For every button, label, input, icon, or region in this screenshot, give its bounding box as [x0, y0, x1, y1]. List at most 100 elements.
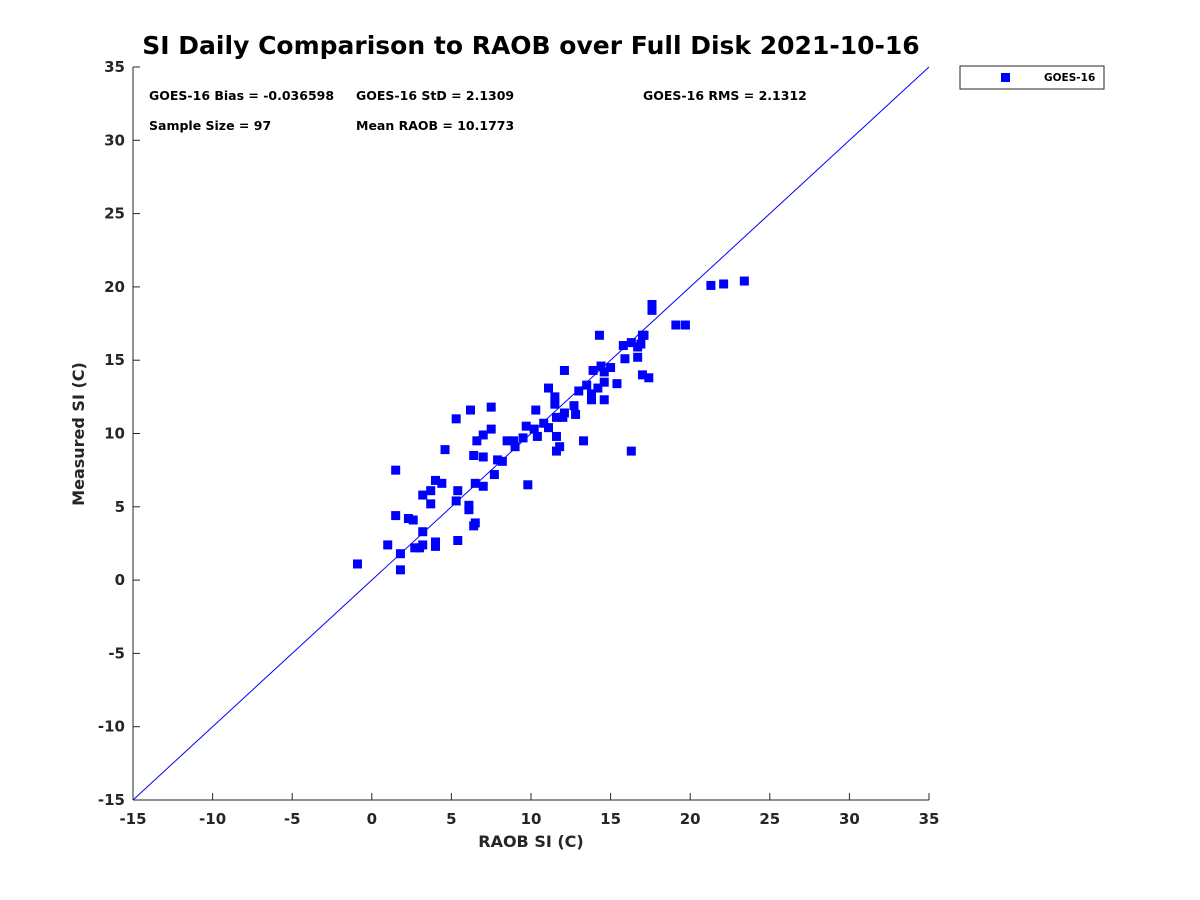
chart-title: SI Daily Comparison to RAOB over Full Di… — [142, 31, 919, 60]
y-tick-label: 35 — [104, 58, 125, 76]
data-point — [559, 365, 569, 375]
data-point — [637, 370, 647, 380]
data-point — [612, 379, 622, 389]
y-tick-label: 5 — [115, 498, 125, 516]
data-point — [472, 436, 482, 446]
data-point — [620, 354, 630, 364]
data-point — [508, 436, 518, 446]
data-point — [532, 431, 542, 441]
data-point — [594, 330, 604, 340]
data-point — [489, 470, 499, 480]
data-point — [497, 456, 507, 466]
data-point — [391, 465, 401, 475]
y-tick-label: 25 — [104, 205, 125, 223]
data-point — [403, 514, 413, 524]
data-point — [531, 405, 541, 415]
stat-rms: GOES-16 RMS = 2.1312 — [643, 88, 807, 103]
data-point — [352, 559, 362, 569]
x-tick-label: 35 — [919, 810, 940, 828]
data-point — [521, 421, 531, 431]
y-tick-label: 10 — [104, 425, 125, 443]
data-point — [680, 320, 690, 330]
data-point — [636, 339, 646, 349]
data-point — [626, 338, 636, 348]
data-point — [559, 408, 569, 418]
x-tick-label: 0 — [367, 810, 377, 828]
x-tick-label: 25 — [759, 810, 780, 828]
data-point — [451, 414, 461, 424]
data-point — [478, 452, 488, 462]
data-point — [639, 330, 649, 340]
data-point — [391, 511, 401, 521]
data-point — [410, 543, 420, 553]
y-tick-label: 0 — [115, 571, 125, 589]
data-point — [550, 392, 560, 402]
y-tick-label: -15 — [98, 791, 125, 809]
data-point — [647, 305, 657, 315]
stat-std: GOES-16 StD = 2.1309 — [356, 88, 514, 103]
data-point — [574, 386, 584, 396]
data-point — [418, 490, 428, 500]
y-tick-label: 30 — [104, 131, 125, 149]
stat-mean-raob: Mean RAOB = 10.1773 — [356, 118, 514, 133]
data-point — [644, 373, 654, 383]
data-point — [478, 481, 488, 491]
data-point — [551, 412, 561, 422]
data-point — [599, 377, 609, 387]
data-point — [544, 383, 554, 393]
x-tick-label: 15 — [600, 810, 621, 828]
data-point — [469, 450, 479, 460]
data-point — [529, 424, 539, 434]
data-point — [430, 475, 440, 485]
data-point — [550, 399, 560, 409]
data-point — [555, 442, 565, 452]
data-point — [418, 527, 428, 537]
data-point — [408, 515, 418, 525]
data-point — [470, 518, 480, 528]
data-point — [523, 480, 533, 490]
data-point — [466, 405, 476, 415]
legend: GOES-16 — [959, 65, 1105, 90]
x-tick-label: -15 — [119, 810, 146, 828]
data-point — [586, 395, 596, 405]
y-tick-label: 15 — [104, 351, 125, 369]
x-tick-label: 10 — [521, 810, 542, 828]
data-point — [599, 395, 609, 405]
data-point — [383, 540, 393, 550]
data-point — [647, 299, 657, 309]
data-point — [588, 365, 598, 375]
data-point — [579, 436, 589, 446]
data-point — [706, 280, 716, 290]
data-point — [502, 436, 512, 446]
x-tick-label: 20 — [680, 810, 701, 828]
data-point — [599, 367, 609, 377]
data-point — [551, 431, 561, 441]
data-point — [430, 541, 440, 551]
y-axis-label: Measured SI (C) — [69, 362, 88, 506]
legend-box — [959, 65, 1105, 90]
legend-marker — [1001, 73, 1010, 82]
data-point — [437, 478, 447, 488]
data-point — [586, 389, 596, 399]
data-point — [539, 418, 549, 428]
x-tick-label: -10 — [199, 810, 226, 828]
stat-bias: GOES-16 Bias = -0.036598 — [149, 88, 334, 103]
data-point — [464, 505, 474, 515]
data-point — [493, 455, 503, 465]
data-point — [626, 446, 636, 456]
data-point — [633, 352, 643, 362]
y-tick-label: -10 — [98, 718, 125, 736]
x-axis-label: RAOB SI (C) — [478, 832, 583, 851]
data-point — [510, 442, 520, 452]
data-point — [582, 380, 592, 390]
data-point — [544, 423, 554, 433]
x-axis-ticks: -15 -10 -5 0 5 10 15 20 25 30 35 — [119, 793, 939, 828]
data-point — [440, 445, 450, 455]
x-tick-label: -5 — [284, 810, 301, 828]
data-point — [739, 276, 749, 286]
data-point — [571, 409, 581, 419]
data-point — [569, 401, 579, 411]
data-point — [486, 424, 496, 434]
y-tick-label: -5 — [108, 644, 125, 662]
